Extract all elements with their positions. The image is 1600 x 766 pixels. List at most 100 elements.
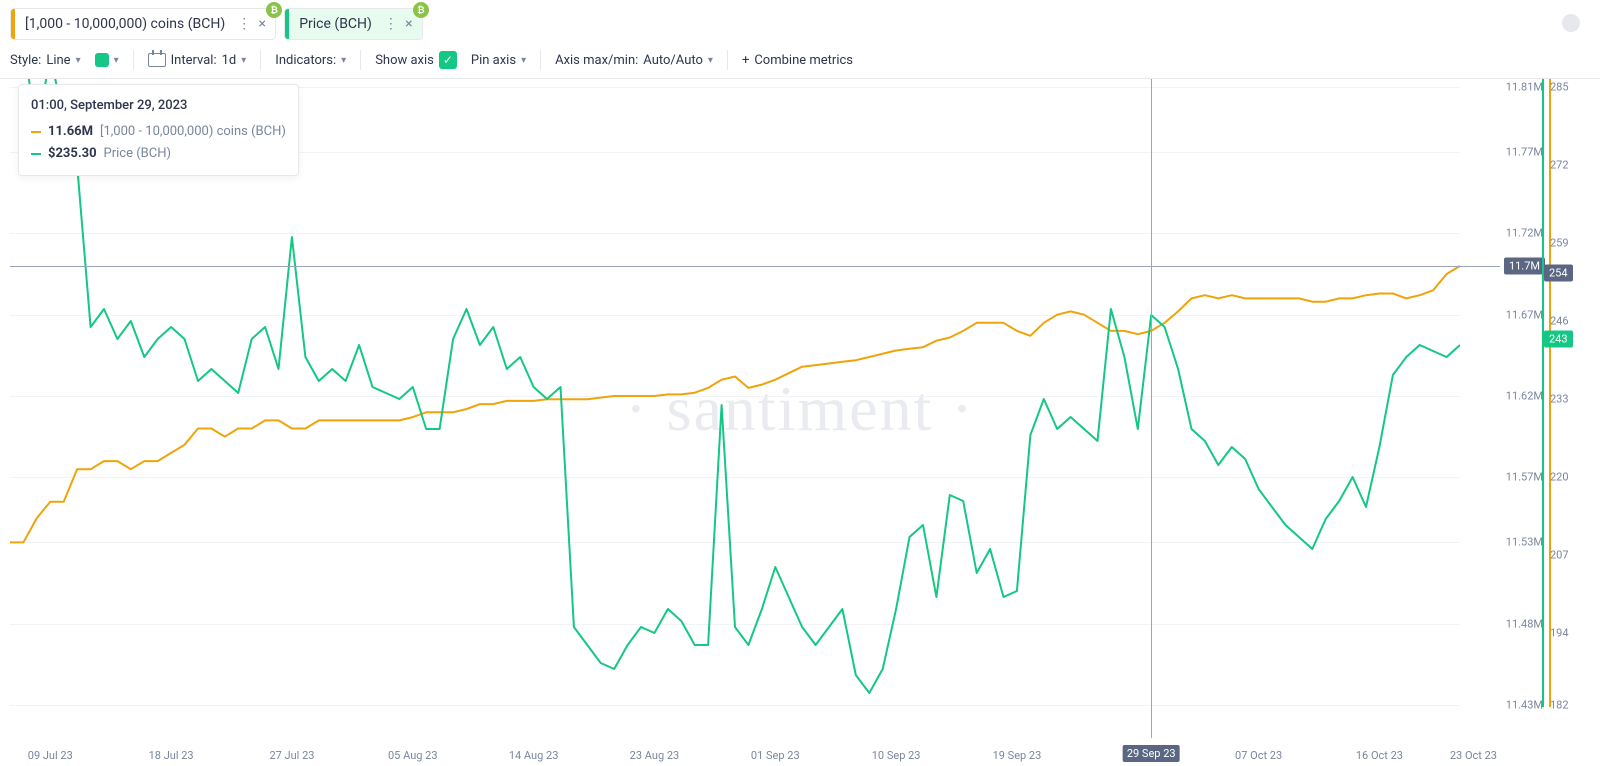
metric-pill-coins[interactable]: [1,000 - 10,000,000) coins (BCH) ⋮ × ₿ [10, 8, 276, 40]
x-tick: 27 Jul 23 [269, 749, 314, 762]
chevron-down-icon: ▾ [341, 55, 346, 66]
x-axis: 09 Jul 23 18 Jul 23 27 Jul 23 05 Aug 23 14 A… [10, 742, 1460, 764]
tooltip-row: $235.30 Price (BCH) [31, 143, 286, 165]
style-label: Style: [10, 53, 41, 68]
x-tick: 18 Jul 23 [149, 749, 194, 762]
x-tick: 14 Aug 23 [509, 749, 559, 762]
metric-options-icon[interactable]: ⋮ [235, 15, 253, 33]
x-tick: 07 Oct 23 [1235, 749, 1282, 762]
x-tick: 23 Oct 23 [1450, 749, 1497, 762]
x-tick: 16 Oct 23 [1356, 749, 1403, 762]
separator [540, 50, 541, 70]
x-tick: 23 Aug 23 [630, 749, 680, 762]
y-tick-right: 272 [1550, 159, 1569, 172]
y-tick-right: 182 [1550, 699, 1569, 712]
separator [727, 50, 728, 70]
y-tick-left: 11.48M [1506, 617, 1543, 630]
y-tick-left: 11.81M [1506, 81, 1543, 94]
pin-axis-button[interactable]: Pin axis ▾ [471, 53, 526, 68]
coin-badge: ₿ [266, 2, 282, 18]
tooltip-value: $235.30 [48, 143, 97, 165]
chevron-down-icon: ▾ [76, 55, 81, 66]
crosshair-horizontal [10, 266, 1500, 267]
crosshair-vertical [1151, 79, 1152, 738]
y-axis-right: 285272259246233220207194182254243 [1548, 79, 1588, 739]
metric-pills-bar: [1,000 - 10,000,000) coins (BCH) ⋮ × ₿ P… [0, 0, 1600, 44]
close-icon[interactable]: × [253, 15, 271, 33]
show-axis-toggle[interactable]: Show axis ✓ [375, 51, 457, 69]
axis-value-chip: 243 [1544, 331, 1573, 348]
y-tick-left: 11.57M [1506, 471, 1543, 484]
x-tick: 19 Sep 23 [993, 749, 1042, 762]
indicators-selector[interactable]: Indicators: ▾ [275, 53, 346, 68]
plus-icon: + [742, 53, 749, 68]
axis-minmax-selector[interactable]: Axis max/min: Auto/Auto ▾ [555, 53, 713, 68]
axis-value-chip: 11.7M [1504, 257, 1545, 274]
color-swatch [95, 53, 109, 67]
y-tick-right: 246 [1550, 315, 1569, 328]
y-tick-left: 11.72M [1506, 227, 1543, 240]
axis-line [1542, 79, 1544, 707]
close-icon[interactable]: × [400, 15, 418, 33]
metric-pill-label: Price (BCH) [289, 16, 382, 32]
y-tick-right: 207 [1550, 549, 1569, 562]
chart-toolbar: Style: Line ▾ ▾ Interval: 1d ▾ Indicator… [0, 44, 1600, 78]
y-tick-right: 259 [1550, 237, 1569, 250]
separator [360, 50, 361, 70]
separator [260, 50, 261, 70]
style-selector[interactable]: Style: Line ▾ [10, 53, 81, 68]
metric-pill-price[interactable]: Price (BCH) ⋮ × ₿ [284, 8, 423, 40]
indicators-label: Indicators: [275, 53, 336, 68]
interval-selector[interactable]: Interval: 1d ▾ [148, 53, 247, 68]
plot-svg [10, 79, 1460, 739]
series-swatch [31, 131, 41, 133]
y-tick-left: 11.62M [1506, 390, 1543, 403]
tooltip-series-name: Price (BCH) [104, 143, 172, 165]
y-axis-left: 11.81M 11.77M 11.72M 11.67M 11.62M 11.57M 11.5… [1500, 79, 1545, 739]
status-dot [1562, 14, 1580, 32]
series-swatch [31, 153, 41, 155]
color-swatch-button[interactable]: ▾ [95, 53, 119, 67]
y-tick-left: 11.53M [1506, 536, 1543, 549]
chart-container: [1,000 - 10,000,000) coins (BCH) ⋮ × ₿ P… [0, 0, 1600, 766]
tooltip-value: 11.66M [48, 121, 93, 143]
checkbox-checked-icon: ✓ [439, 51, 457, 69]
x-tick: 05 Aug 23 [388, 749, 438, 762]
separator [133, 50, 134, 70]
x-tick: 09 Jul 23 [28, 749, 73, 762]
x-tick: 29 Sep 23 [1123, 745, 1180, 762]
style-value: Line [46, 53, 70, 68]
y-tick-right: 220 [1550, 471, 1569, 484]
metric-pill-label: [1,000 - 10,000,000) coins (BCH) [15, 16, 235, 32]
chevron-down-icon: ▾ [521, 55, 526, 66]
axis-minmax-value: Auto/Auto [643, 53, 703, 68]
axis-minmax-label: Axis max/min: [555, 53, 638, 68]
x-tick: 10 Sep 23 [872, 749, 921, 762]
chevron-down-icon: ▾ [114, 55, 119, 66]
y-tick-right: 194 [1550, 627, 1569, 640]
chevron-down-icon: ▾ [241, 55, 246, 66]
interval-value: 1d [222, 53, 237, 68]
hover-tooltip: 01:00, September 29, 2023 11.66M [1,000 … [18, 84, 299, 176]
chart-plot[interactable]: santiment 11.81M11.77M11.72M11.67M11.62M… [0, 78, 1600, 766]
chevron-down-icon: ▾ [708, 55, 713, 66]
y-tick-right: 233 [1550, 393, 1569, 406]
series-line-coins [10, 266, 1460, 543]
tooltip-series-name: [1,000 - 10,000,000) coins (BCH) [100, 121, 286, 143]
interval-label: Interval: [171, 53, 217, 68]
y-tick-left: 11.43M [1506, 699, 1543, 712]
combine-metrics-button[interactable]: + Combine metrics [742, 53, 853, 68]
y-tick-left: 11.67M [1506, 308, 1543, 321]
pin-axis-label: Pin axis [471, 53, 516, 68]
metric-options-icon[interactable]: ⋮ [382, 15, 400, 33]
combine-label: Combine metrics [754, 53, 853, 68]
tooltip-row: 11.66M [1,000 - 10,000,000) coins (BCH) [31, 121, 286, 143]
tooltip-date: 01:00, September 29, 2023 [31, 95, 286, 117]
coin-badge: ₿ [413, 2, 429, 18]
axis-value-chip: 254 [1544, 265, 1573, 282]
y-tick-right: 285 [1550, 81, 1569, 94]
show-axis-label: Show axis [375, 53, 434, 68]
calendar-icon [148, 53, 166, 67]
x-tick: 01 Sep 23 [751, 749, 800, 762]
y-tick-left: 11.77M [1506, 146, 1543, 159]
